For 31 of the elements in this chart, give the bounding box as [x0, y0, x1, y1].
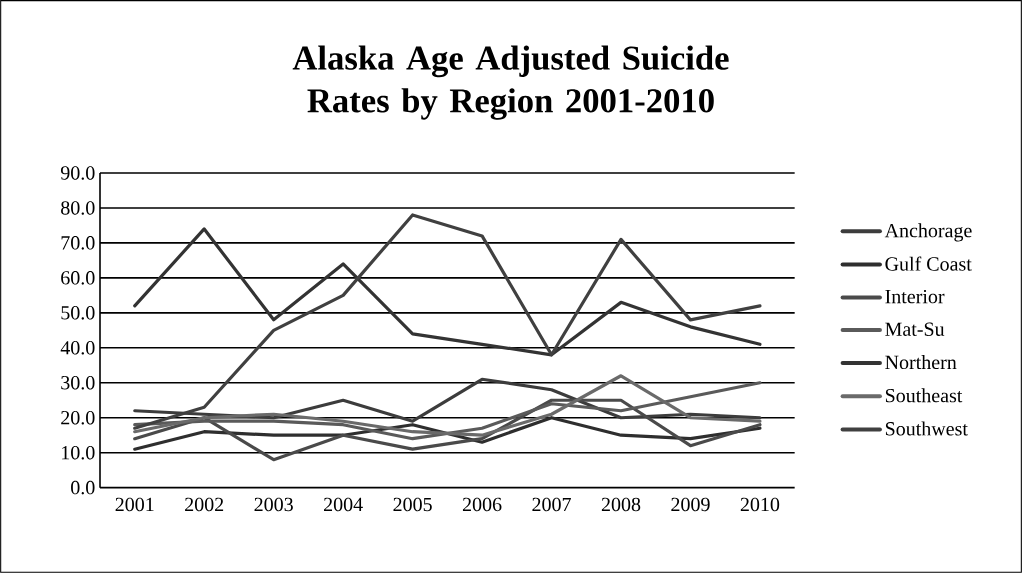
x-tick-label: 2001	[115, 497, 154, 512]
y-tick-label: 80.0	[61, 201, 95, 215]
y-tick-label: 90.0	[60, 166, 95, 180]
x-tick-label: 2002	[185, 497, 224, 512]
y-tick-label: 20.0	[61, 410, 95, 425]
x-tick-label: 2003	[254, 497, 293, 512]
line-series	[133, 213, 762, 430]
x-tick-label: 2004	[324, 497, 363, 512]
y-tick-label: 40.0	[60, 341, 95, 355]
x-tick-label: 2008	[601, 497, 641, 512]
line-series	[133, 374, 762, 437]
x-tick-label: 2007	[532, 497, 571, 512]
y-tick-label: 10.0	[62, 445, 95, 460]
line-series	[133, 227, 762, 357]
legend-label: Mat-Su	[885, 322, 945, 336]
y-tick-label: 30.0	[61, 375, 95, 390]
legend-label: Anchorage	[884, 223, 972, 242]
legend-label: Southwest	[885, 421, 968, 436]
legend-label: Southeast	[885, 388, 963, 403]
x-tick-label: 2010	[740, 497, 780, 512]
x-tick-label: 2005	[393, 497, 432, 512]
y-tick-label: 70.0	[61, 236, 95, 250]
chart-title: Alaska Age Adjusted Suicide Rates by Region 2001-2010	[292, 45, 729, 120]
y-tick-label: 60.0	[61, 271, 95, 285]
legend-label: Interior	[885, 289, 945, 304]
legend-label: Gulf Coast	[885, 256, 972, 271]
y-tick-label: 0.0	[71, 480, 95, 495]
x-tick-label: 2009	[671, 497, 710, 512]
legend-label: Northern	[885, 355, 957, 370]
x-tick-label: 2006	[462, 497, 502, 512]
y-tick-label: 50.0	[61, 306, 95, 320]
